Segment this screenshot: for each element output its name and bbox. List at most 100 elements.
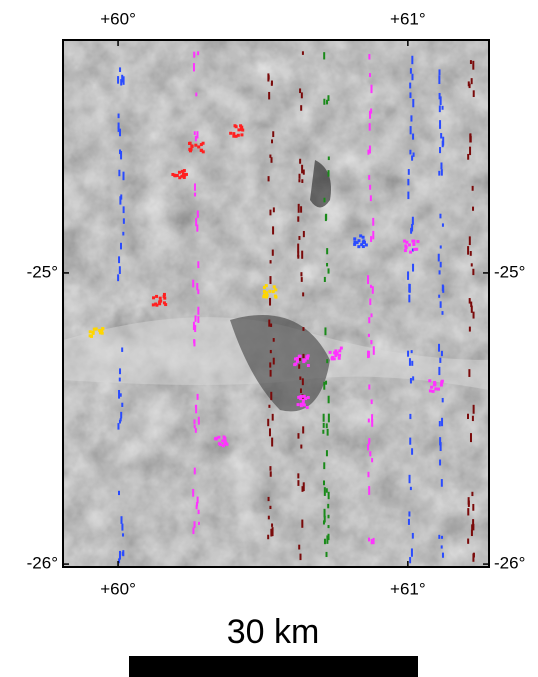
detection: [188, 141, 192, 145]
detection: [327, 170, 330, 177]
detection: [306, 354, 310, 358]
detection: [193, 467, 196, 475]
detection: [234, 134, 238, 138]
detection: [217, 435, 221, 439]
detection: [323, 538, 326, 545]
detection: [353, 237, 357, 241]
detection: [409, 92, 412, 99]
detection: [300, 444, 303, 449]
detection: [100, 331, 104, 335]
detection: [469, 135, 472, 143]
detection: [268, 91, 271, 100]
detection: [269, 276, 272, 284]
detection: [180, 174, 184, 178]
detection: [439, 213, 442, 219]
detection: [300, 272, 303, 277]
detection: [439, 261, 442, 268]
detection: [194, 427, 197, 433]
detection: [438, 75, 441, 84]
detection: [413, 247, 417, 251]
detection: [119, 550, 122, 560]
detection: [297, 395, 301, 399]
detection: [467, 508, 470, 516]
detection: [431, 389, 435, 393]
detection: [194, 324, 197, 333]
detection: [323, 462, 326, 470]
detection: [368, 317, 371, 324]
detection: [299, 397, 303, 401]
detection: [272, 131, 275, 138]
detection: [323, 52, 326, 60]
detection: [196, 393, 199, 400]
detection: [295, 359, 299, 363]
detection: [164, 303, 168, 307]
detection: [412, 133, 415, 140]
detection: [369, 284, 372, 289]
detection: [357, 239, 361, 243]
detection: [301, 401, 305, 405]
detection: [472, 519, 475, 528]
detection: [472, 268, 475, 276]
detection: [271, 527, 274, 537]
detection: [118, 169, 121, 177]
detection: [225, 442, 229, 446]
detection: [362, 239, 366, 243]
detection: [367, 275, 370, 285]
detection: [410, 350, 413, 354]
detection: [328, 350, 332, 354]
detection: [296, 403, 300, 407]
detection: [438, 294, 441, 298]
detection: [119, 242, 122, 250]
detection: [468, 83, 471, 89]
detection: [121, 402, 124, 407]
detection: [118, 256, 121, 264]
detection: [442, 136, 445, 146]
detection: [327, 156, 330, 161]
shadow: [310, 160, 331, 208]
detection: [367, 149, 370, 155]
detection: [438, 170, 441, 176]
detection: [367, 537, 370, 542]
detection: [412, 263, 415, 272]
scale-label: 30 km: [227, 613, 320, 651]
detection: [325, 380, 328, 385]
detection: [193, 193, 196, 197]
detection: [326, 535, 329, 544]
detection: [439, 437, 442, 446]
detection: [301, 378, 304, 386]
detection: [359, 234, 363, 238]
detection: [370, 539, 373, 545]
detection: [269, 154, 272, 158]
detection: [326, 359, 329, 364]
detection: [339, 346, 343, 350]
detection: [267, 515, 270, 520]
detection: [323, 508, 326, 518]
detection: [178, 176, 182, 180]
detection: [297, 255, 300, 259]
detection: [180, 169, 184, 173]
detection: [333, 351, 337, 355]
detection: [371, 418, 374, 427]
detection: [299, 404, 303, 408]
detection: [267, 75, 270, 80]
detection: [470, 263, 473, 267]
detection: [158, 302, 162, 306]
detection: [267, 418, 270, 427]
detection: [272, 338, 275, 342]
detection: [171, 172, 175, 176]
detection: [298, 173, 301, 179]
detection: [326, 99, 329, 105]
detection: [405, 240, 409, 244]
detection: [409, 68, 412, 74]
detection: [355, 241, 359, 245]
detection: [118, 389, 121, 399]
detection: [197, 261, 200, 269]
detection: [439, 245, 442, 249]
detection: [407, 169, 410, 175]
detection: [440, 380, 444, 384]
detection: [240, 133, 244, 137]
y-tick-label: -26°: [27, 554, 58, 573]
detection: [196, 283, 199, 291]
detection: [364, 243, 368, 247]
detection: [407, 191, 410, 200]
